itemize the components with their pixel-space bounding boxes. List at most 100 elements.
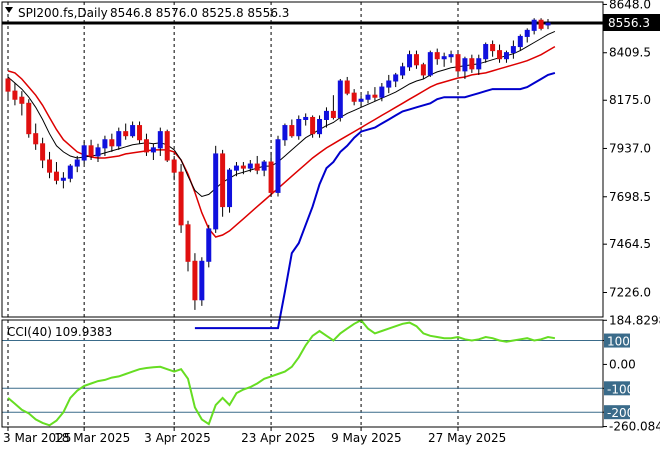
candle-bull	[116, 131, 122, 147]
x-tick-label: 23 Apr 2025	[241, 431, 315, 445]
x-tick-label: 9 May 2025	[331, 431, 402, 445]
candle-bull	[358, 98, 364, 102]
cci-y-tick-label: 184.8298	[609, 313, 660, 327]
cci-y-tick-label: -100	[607, 382, 634, 396]
ma-black-line	[7, 30, 556, 198]
candle-bear	[469, 58, 475, 70]
cci-panel-frame	[1, 319, 604, 428]
candle-bear	[254, 163, 260, 171]
cci-y-tick-label: -260.0844	[609, 420, 660, 434]
candle-bull	[199, 260, 205, 301]
candle-bull	[483, 44, 489, 60]
x-tick-label: 3 Apr 2025	[144, 431, 211, 445]
moving-average-lines	[7, 30, 556, 330]
candle-bear	[164, 131, 170, 161]
y-tick-label: 8648.0	[609, 0, 651, 11]
current-price-box	[603, 14, 660, 32]
candle-bull	[60, 177, 66, 181]
cci-level-box	[604, 405, 630, 420]
candle-bear	[351, 92, 357, 102]
candle-bull	[524, 29, 530, 37]
candle-bear	[171, 159, 177, 173]
cci-indicator	[7, 318, 556, 427]
candle-bear	[40, 143, 46, 161]
candle-bull	[67, 165, 73, 179]
candle-bull	[233, 165, 239, 171]
candle-bull	[150, 147, 156, 153]
candle-bear	[344, 80, 350, 94]
candle-bull	[503, 52, 509, 60]
cci-y-tick-label: 0.00	[609, 357, 636, 371]
candle-bull	[407, 54, 413, 68]
candle-bull	[441, 56, 447, 60]
candle-bear	[455, 54, 461, 72]
candle-bull	[393, 74, 399, 82]
candle-bull	[275, 139, 281, 193]
ma-blue-line	[194, 71, 556, 330]
candle-bull	[282, 125, 288, 141]
candle-bear	[137, 125, 143, 141]
candle-bear	[12, 90, 18, 100]
candle-bear	[33, 133, 39, 145]
cci-level-box	[604, 333, 630, 348]
candle-bear	[88, 145, 94, 157]
candle-bull	[545, 22, 551, 26]
labels: SPI200.fs,Daily 8546.8 8576.0 8525.8 855…	[5, 6, 289, 339]
cci-y-tick-label: 100	[607, 335, 630, 349]
candle-bear	[538, 19, 544, 29]
candle-bear	[289, 125, 295, 137]
candle-bear	[490, 44, 496, 52]
cci-title: CCI(40)	[7, 325, 52, 339]
y-tick-label: 7464.5	[609, 237, 651, 251]
cci-line	[7, 318, 556, 427]
candle-bull	[531, 19, 537, 31]
candle-bull	[400, 66, 406, 76]
candle-bull	[386, 80, 392, 88]
candle-bull	[206, 228, 212, 262]
x-tick-label: 27 May 2025	[428, 431, 506, 445]
cci-value-label: 109.9383	[55, 325, 112, 339]
y-tick-label: 7698.5	[609, 190, 651, 204]
candle-bull	[227, 169, 233, 208]
candle-bear	[123, 131, 129, 137]
candle-bull	[296, 118, 302, 137]
candle-bull	[157, 131, 163, 149]
y-tick-label: 8175.0	[609, 93, 651, 107]
candle-bear	[268, 161, 274, 193]
candle-bear	[310, 116, 316, 135]
candle-bear	[109, 139, 115, 147]
ma-red-line	[7, 45, 556, 238]
candle-bear	[143, 139, 149, 153]
symbol-label: SPI200.fs,Daily	[18, 6, 108, 20]
candle-bear	[497, 50, 503, 60]
candle-bull	[247, 163, 253, 169]
x-tick-label: 18 Mar 2025	[54, 431, 130, 445]
candle-bear	[372, 94, 378, 98]
candle-bull	[317, 118, 323, 135]
candle-bear	[185, 224, 191, 262]
candle-bull	[323, 110, 329, 120]
candle-bear	[330, 110, 336, 118]
candle-bull	[517, 35, 523, 48]
candle-bull	[95, 147, 101, 157]
candle-bull	[462, 58, 468, 72]
candle-bull	[102, 139, 108, 149]
candle-bear	[240, 165, 246, 169]
dropdown-triangle-icon[interactable]	[5, 7, 13, 13]
cci-level-box	[604, 381, 630, 396]
candle-bear	[47, 159, 53, 173]
candle-bull	[261, 161, 267, 171]
ohlc-label: 8546.8 8576.0 8525.8 8556.3	[110, 6, 289, 20]
candle-bear	[220, 153, 226, 208]
candle-bear	[434, 52, 440, 60]
candle-bear	[5, 78, 11, 92]
y-tick-label: 8409.5	[609, 46, 651, 60]
candle-bear	[26, 102, 32, 135]
candle-bull	[130, 125, 136, 137]
candle-bull	[81, 145, 87, 161]
candle-bear	[19, 96, 25, 104]
candle-bear	[413, 54, 419, 66]
cci-y-tick-label: -200	[607, 406, 634, 420]
